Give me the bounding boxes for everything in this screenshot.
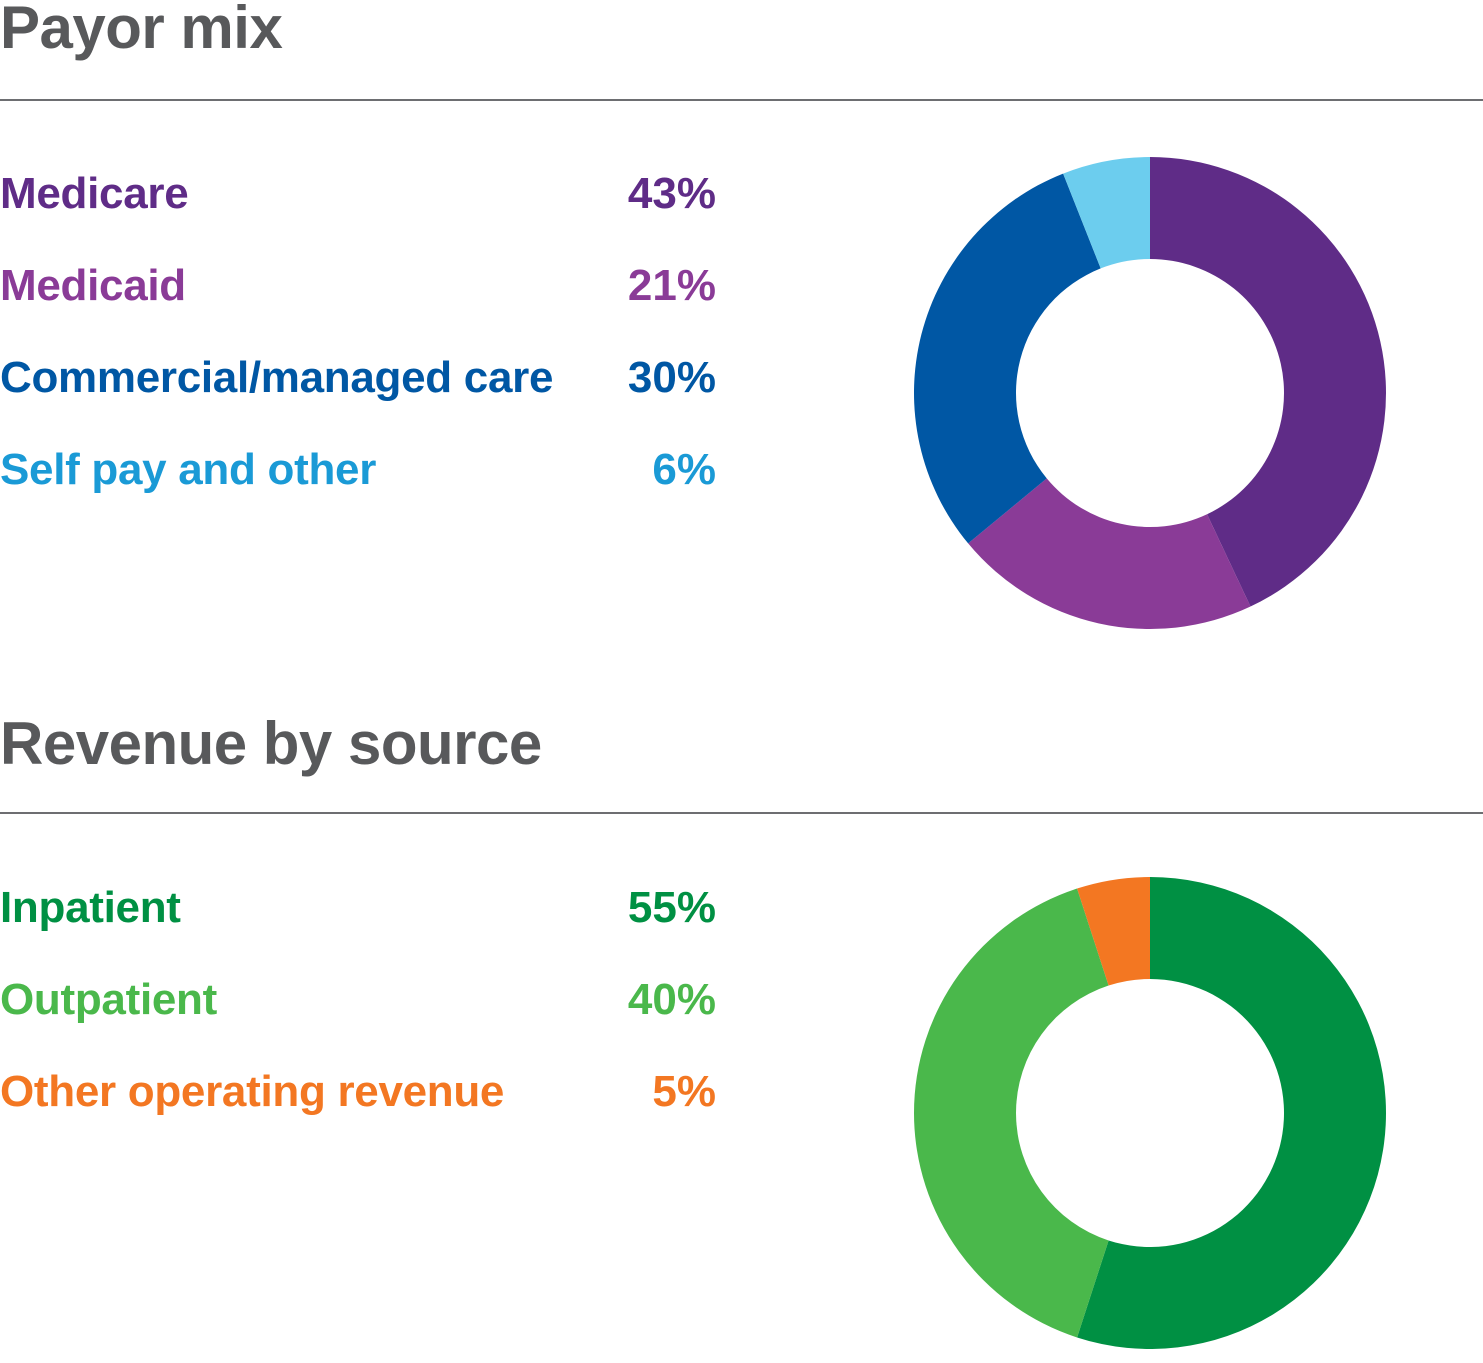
legend-value: 43% xyxy=(627,169,716,218)
revenue-by-source-donut-chart xyxy=(914,877,1386,1349)
legend-item: Medicaid 21% xyxy=(0,260,720,352)
legend-item: Other operating revenue 5% xyxy=(0,1066,720,1158)
legend-value: 40% xyxy=(627,975,716,1024)
donut-slice-medicaid xyxy=(968,478,1251,629)
payor-mix-donut-chart xyxy=(913,157,1386,629)
legend-item: Self pay and other 6% xyxy=(0,444,720,536)
legend-item: Outpatient 40% xyxy=(0,974,720,1066)
legend-value: 55% xyxy=(627,883,716,932)
legend-label: Inpatient xyxy=(0,883,181,932)
donut-slice-self-pay-and-other xyxy=(1063,157,1150,269)
legend-item: Commercial/managed care 30% xyxy=(0,352,720,444)
donut-slice-other-operating-revenue xyxy=(1077,877,1150,986)
payor-mix-title: Payor mix xyxy=(0,0,283,61)
legend-label: Outpatient xyxy=(0,975,217,1024)
revenue-by-source-legend: Inpatient 55% Outpatient 40% Other operating… xyxy=(0,882,720,1158)
payor-mix-divider xyxy=(0,99,1483,101)
legend-label: Medicare xyxy=(0,169,189,218)
revenue-by-source-divider xyxy=(0,812,1483,814)
legend-label: Other operating revenue xyxy=(0,1067,505,1116)
legend-value: 30% xyxy=(627,353,716,402)
payor-mix-legend: Medicare 43% Medicaid 21% Commercial/managed… xyxy=(0,168,720,536)
legend-item: Medicare 43% xyxy=(0,168,720,260)
legend-label: Medicaid xyxy=(0,261,186,310)
legend-value: 5% xyxy=(652,1067,716,1116)
revenue-by-source-section: Revenue by source Inpatient 55% Outpatient… xyxy=(0,712,1483,1350)
revenue-by-source-title: Revenue by source xyxy=(0,710,542,777)
donut-slice-medicare xyxy=(1150,157,1386,607)
legend-value: 6% xyxy=(652,445,716,494)
legend-item: Inpatient 55% xyxy=(0,882,720,974)
donut-slice-outpatient xyxy=(914,888,1109,1338)
payor-mix-section: Payor mix Medicare 43% Medicaid 21% Commerci… xyxy=(0,0,1483,660)
donut-slice-commercial-managed-care xyxy=(913,173,1101,544)
donut-slice-inpatient xyxy=(1077,877,1386,1349)
legend-label: Self pay and other xyxy=(0,445,377,494)
legend-label: Commercial/managed care xyxy=(0,353,554,402)
legend-value: 21% xyxy=(627,261,716,310)
